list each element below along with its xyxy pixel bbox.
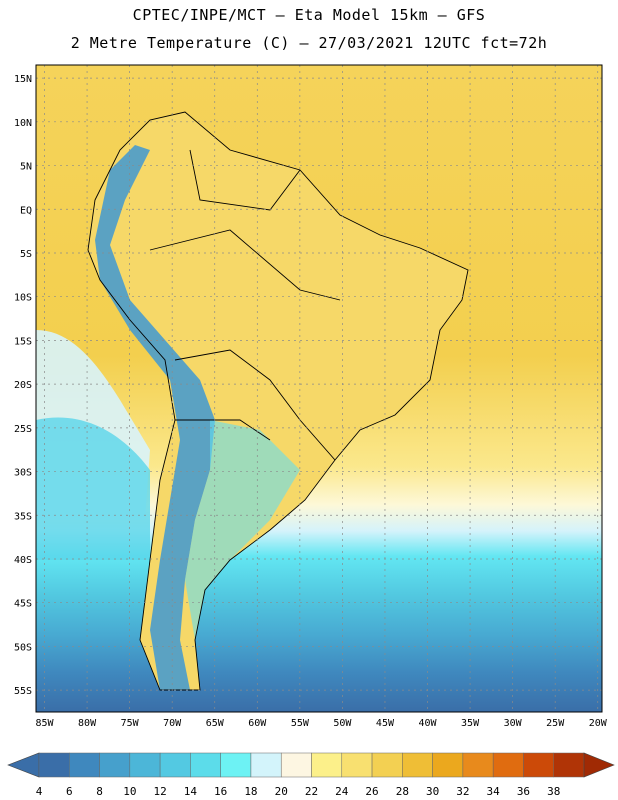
country-borders <box>87 111 469 691</box>
colorbar-swatch <box>69 752 100 778</box>
colorbar-swatch <box>159 752 191 778</box>
colorbar-swatch <box>492 752 524 778</box>
lat-tick-label: 25S <box>14 424 32 435</box>
map-subtitle: 2 Metre Temperature (C) – 27/03/2021 12U… <box>70 34 548 52</box>
lon-tick-label: 30W <box>504 718 523 729</box>
lat-tick-label: 35S <box>14 511 32 522</box>
colorbar-tick-label: 6 <box>66 785 73 798</box>
colorbar-tick-label: 12 <box>153 785 166 798</box>
colorbar-high-arrow <box>583 752 615 778</box>
colorbar-tick-label: 30 <box>426 785 439 798</box>
colorbar-tick-label: 20 <box>275 785 288 798</box>
lat-tick-label: 30S <box>14 468 32 479</box>
lon-tick-label: 70W <box>163 718 182 729</box>
colorbar-swatch <box>99 752 131 778</box>
lon-tick-label: 50W <box>333 718 352 729</box>
colorbar-swatch <box>250 752 282 778</box>
andes-light-band <box>185 420 300 640</box>
pacific-cold-band <box>36 417 150 560</box>
colorbar-swatch <box>220 752 252 778</box>
colorbar-tick-label: 32 <box>456 785 469 798</box>
colorbar-tick-label: 24 <box>335 785 349 798</box>
lon-tick-label: 80W <box>78 718 97 729</box>
colorbar-swatch <box>523 752 554 778</box>
temperature-colorbar: 4 6 8 10 12 14 16 18 20 22 24 26 28 30 32 34 36 38 <box>7 752 615 798</box>
colorbar-swatch <box>341 752 373 778</box>
lat-tick-label: 55S <box>14 686 32 697</box>
colorbar-tick-label: 38 <box>547 785 560 798</box>
colorbar-tick-label: 8 <box>96 785 103 798</box>
lat-tick-label: 10S <box>14 293 32 304</box>
colorbar-swatch <box>371 752 403 778</box>
lat-tick-label: 20S <box>14 380 32 391</box>
lat-tick-label: 5S <box>20 249 32 260</box>
lat-lon-gridlines <box>36 65 602 712</box>
lat-tick-label: 15S <box>14 336 32 347</box>
colorbar-swatch <box>311 752 343 778</box>
map-frame-border <box>35 64 603 713</box>
colorbar-swatch <box>129 752 161 778</box>
colorbar-tick-label: 16 <box>214 785 227 798</box>
colorbar-tick-label: 18 <box>244 785 257 798</box>
colorbar-tick-label: 14 <box>184 785 198 798</box>
lon-tick-label: 60W <box>248 718 267 729</box>
lon-tick-label: 55W <box>291 718 310 729</box>
lat-tick-label: 15N <box>14 74 32 85</box>
lat-tick-label: 5N <box>20 162 32 173</box>
map-title: CPTEC/INPE/MCT – Eta Model 15km – GFS <box>132 6 486 24</box>
colorbar-tick-label: 34 <box>487 785 501 798</box>
lat-tick-label: 50S <box>14 642 32 653</box>
colorbar-tick-label: 28 <box>396 785 409 798</box>
lat-tick-label: 45S <box>14 599 32 610</box>
colorbar-swatch <box>432 752 464 778</box>
colorbar-swatch <box>553 752 585 778</box>
colorbar-swatch <box>402 752 433 778</box>
colorbar-swatch <box>190 752 221 778</box>
colorbar-tick-label: 10 <box>123 785 136 798</box>
lon-tick-label: 40W <box>418 718 437 729</box>
colorbar-tick-label: 36 <box>517 785 530 798</box>
colorbar-tick-label: 4 <box>36 785 43 798</box>
colorbar-tick-label: 26 <box>365 785 378 798</box>
lat-tick-label: 40S <box>14 555 32 566</box>
lon-tick-label: 45W <box>376 718 395 729</box>
colorbar-swatch <box>38 752 70 778</box>
lon-tick-label: 75W <box>121 718 140 729</box>
lat-tick-label: EQ <box>20 205 32 216</box>
colorbar-tick-label: 22 <box>305 785 318 798</box>
colorbar-low-arrow <box>7 752 40 778</box>
lon-tick-label: 35W <box>461 718 480 729</box>
colorbar-swatch <box>462 752 494 778</box>
lon-tick-label: 20W <box>589 718 608 729</box>
colorbar-swatch <box>280 752 312 778</box>
lon-tick-label: 85W <box>35 718 54 729</box>
lon-tick-label: 25W <box>546 718 565 729</box>
andes-cold-band <box>95 145 215 690</box>
lon-tick-label: 65W <box>206 718 225 729</box>
lat-tick-label: 10N <box>14 118 32 129</box>
